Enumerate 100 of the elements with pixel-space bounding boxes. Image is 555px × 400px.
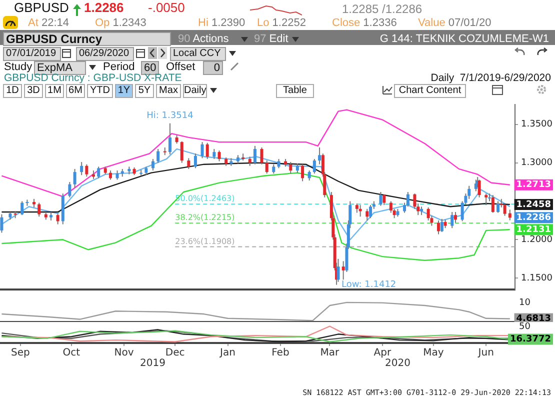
annotation: Low: 1.1412 (342, 280, 396, 290)
y-tick-label: 1.2000 (521, 234, 553, 245)
text: 1D (3, 84, 22, 98)
candlestick (206, 142, 209, 160)
text: 10 (519, 298, 531, 308)
text: 06/29/2020 (76, 47, 134, 61)
candlestick (301, 164, 304, 182)
candlestick (85, 164, 88, 178)
chart-subtitle: Daily 7/1/2019-6/29/2020 (430, 72, 551, 84)
candlestick (20, 200, 24, 216)
candlestick (0, 214, 4, 234)
annotation: 16.3772 (510, 334, 552, 345)
candlestick (308, 170, 311, 181)
x-tick-label: Mar (320, 348, 340, 359)
candlestick (212, 148, 216, 160)
candlestick (277, 158, 280, 169)
text: 60 (141, 61, 159, 75)
text: 5Y (135, 84, 154, 98)
candlestick (496, 200, 500, 214)
candlestick (312, 158, 316, 174)
text: Table (276, 84, 314, 98)
text: Hi 1.2390 (198, 17, 246, 29)
candlestick (253, 145, 256, 165)
text: G 144: TEKNIK COZUMLEME-W1 (380, 33, 549, 45)
candlestick (73, 168, 76, 188)
candlestick (260, 146, 264, 165)
candlestick (355, 203, 358, 214)
data-label: 1.2713 (516, 180, 552, 190)
candlestick (508, 209, 512, 221)
candlestick (437, 220, 440, 235)
candlestick (440, 218, 444, 232)
candlestick (194, 153, 197, 169)
candlestick (180, 140, 184, 164)
x-tick-label: May (423, 348, 444, 359)
text: Offset (166, 61, 196, 73)
text: 3D (24, 84, 43, 98)
ref-line-label: 23.6%(1.1908) (175, 236, 235, 246)
text: 2019 (140, 358, 166, 369)
text: Period (103, 61, 135, 73)
candlestick (272, 164, 276, 174)
text: At 22:14 (28, 17, 69, 29)
candlestick (478, 179, 481, 198)
y-tick-label: 1.3000 (521, 158, 553, 168)
candlestick (454, 211, 458, 224)
candlestick (366, 208, 369, 221)
candlestick (369, 204, 372, 219)
text: 1.2286 (84, 0, 124, 15)
text: Value 07/01/20 (418, 17, 492, 29)
text: 6M (66, 84, 85, 98)
candlestick (97, 166, 100, 179)
candlestick (151, 158, 154, 171)
candlestick (187, 158, 190, 170)
x-tick-label: Feb (272, 348, 290, 359)
text: Lo 1.2252 (257, 17, 306, 29)
candlestick (450, 211, 454, 229)
ref-line-label: 38.2%(1.2215) (175, 213, 235, 222)
candlestick (168, 122, 172, 155)
text: 50 (519, 322, 531, 332)
text: YTD (87, 84, 113, 98)
candlestick (108, 170, 112, 180)
text: 1Y (115, 84, 133, 98)
text: 1M (45, 84, 64, 98)
candlestick (296, 163, 299, 174)
candlestick (200, 142, 204, 159)
candlestick (248, 156, 252, 166)
text: -.0050 (148, 0, 185, 15)
text: Op 1.2343 (95, 17, 146, 29)
x-tick-label: Jun (477, 348, 494, 359)
y-tick-label: 1.3500 (521, 120, 553, 130)
x-tick-label: Apr (374, 348, 392, 359)
candlestick (116, 170, 119, 180)
text: Local CCY (170, 47, 226, 61)
y-tick-label: 1.1500 (521, 273, 553, 284)
candlestick (318, 146, 322, 165)
candlestick (38, 202, 41, 218)
candlestick (68, 182, 72, 198)
candlestick (491, 194, 494, 214)
text: 2020 (385, 358, 410, 369)
text: 0 (203, 61, 223, 75)
text: GBPUSD (14, 0, 69, 15)
candlestick (218, 150, 221, 162)
text: Study (4, 61, 32, 73)
x-tick-label: Oct (62, 348, 80, 359)
text: Daily (183, 84, 207, 98)
annotation: 1.2286 (516, 213, 552, 224)
x-tick-label: Sep (10, 348, 30, 359)
text: 97 Edit (254, 33, 288, 45)
annotation: Hi: 1.3514 (146, 111, 194, 122)
candlestick (156, 148, 160, 164)
candlestick (289, 162, 292, 174)
text: 90 Actions (178, 33, 229, 45)
candlestick (80, 162, 84, 176)
candlestick (56, 213, 60, 225)
text: Max (156, 84, 181, 98)
text: Close 1.2336 (332, 17, 397, 29)
chart-title: GBPUSD Curncy : GBP-USD X-RATE (4, 72, 182, 84)
candlestick (379, 192, 382, 206)
x-tick-label: Dec (165, 348, 185, 359)
candlestick (382, 194, 386, 206)
text: ExpMA (34, 61, 86, 75)
